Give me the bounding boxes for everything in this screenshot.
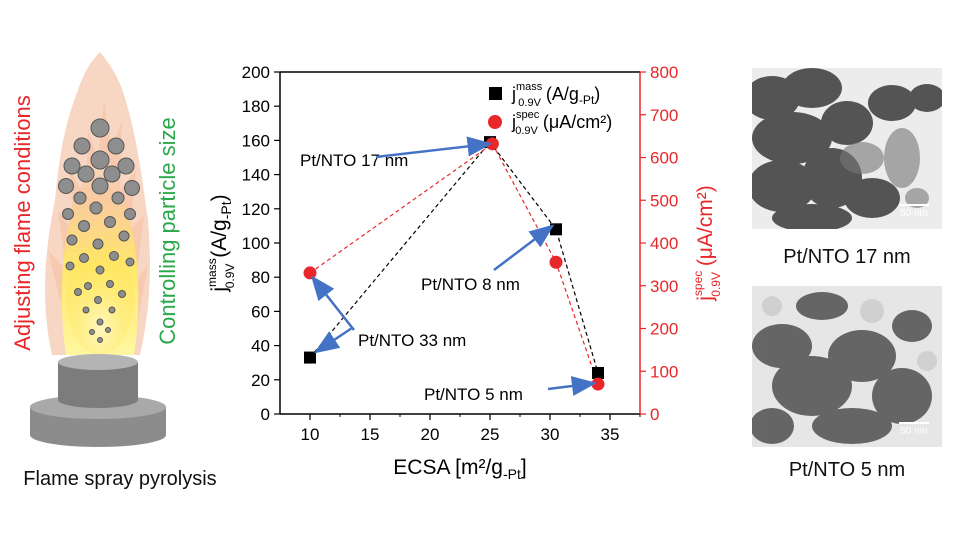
y-left-tick-label: 80 xyxy=(251,268,270,287)
y-left-tick-label: 140 xyxy=(242,166,270,185)
data-point-mass xyxy=(592,366,604,379)
annotation-arrow xyxy=(493,224,555,271)
x-tick-label: 25 xyxy=(481,425,500,444)
y-left-tick-label: 0 xyxy=(261,405,270,424)
y-right-tick-label: 400 xyxy=(650,234,678,253)
chart: 10 15 20 25 30 35 0 20 40 60 80 100 120 140 160 180 200 0… xyxy=(205,63,723,482)
annotation-label: Pt/NTO 8 nm xyxy=(421,275,520,294)
tem-caption-17nm: Pt/NTO 17 nm xyxy=(783,246,911,268)
scalebar-label: 50 nm xyxy=(900,426,928,437)
flame-illustration xyxy=(30,52,166,447)
series-line-spec xyxy=(309,142,599,385)
annotation-label: Pt/NTO 17 nm xyxy=(300,151,408,170)
particles xyxy=(58,118,140,343)
y-right-tick-label: 500 xyxy=(650,191,678,210)
y-right-tick-label: 300 xyxy=(650,277,678,296)
y-left-tick-label: 60 xyxy=(251,302,270,321)
x-axis-label: ECSA [m²/g-Pt] xyxy=(393,456,526,482)
y-right-tick-label: 200 xyxy=(650,320,678,339)
y-left-tick-label: 180 xyxy=(242,97,270,116)
annotation-arrow xyxy=(310,275,355,331)
tem-image-17nm: 50 nm xyxy=(752,68,942,229)
x-tick-label: 15 xyxy=(361,425,380,444)
y-right-tick-label: 700 xyxy=(650,106,678,125)
y-right-tick-label: 800 xyxy=(650,63,678,82)
scalebar-17nm: 50 nm xyxy=(896,204,932,219)
annotation-arrow xyxy=(375,136,493,159)
series-line-mass xyxy=(309,141,599,374)
tem-image-5nm: 50 nm xyxy=(752,286,942,447)
legend-marker-mass xyxy=(489,87,502,100)
scalebar-5nm: 50 nm xyxy=(896,422,932,437)
annotation-arrow xyxy=(547,376,597,396)
x-tick-label: 10 xyxy=(301,425,320,444)
x-tick-label: 20 xyxy=(421,425,440,444)
flame-left-label: Adjusting flame conditions xyxy=(10,95,35,351)
y-left-tick-label: 100 xyxy=(242,234,270,253)
legend-marker-spec xyxy=(488,115,502,129)
data-point-spec xyxy=(549,255,563,269)
flame-right-label: Controlling particle size xyxy=(155,117,180,345)
y-right-tick-label: 100 xyxy=(650,362,678,381)
burner xyxy=(30,354,166,447)
annotation-label: Pt/NTO 5 nm xyxy=(424,385,523,404)
y-right-tick-label: 0 xyxy=(650,405,659,424)
annotation-label: Pt/NTO 33 nm xyxy=(358,331,466,350)
annotation-arrow xyxy=(313,326,353,354)
y-right-tick-label: 600 xyxy=(650,149,678,168)
data-point-mass xyxy=(304,351,316,364)
legend: jmass 0.9V (A/g-Pt)jspec 0.9V (μA/cm²) xyxy=(488,81,612,137)
legend-label-spec: jspec 0.9V (μA/cm²) xyxy=(511,109,612,137)
y-left-tick-label: 20 xyxy=(251,371,270,390)
x-tick-label: 35 xyxy=(601,425,620,444)
tem-caption-5nm: Pt/NTO 5 nm xyxy=(788,459,906,481)
flame-caption: Flame spray pyrolysis xyxy=(23,468,217,490)
legend-label-mass: jmass 0.9V (A/g-Pt) xyxy=(511,81,600,109)
scalebar-label: 50 nm xyxy=(900,208,928,219)
y-axis-right-label: jspec 0.9V (μA/cm²) xyxy=(691,185,723,301)
y-left-tick-label: 120 xyxy=(242,200,270,219)
y-left-tick-label: 160 xyxy=(242,131,270,150)
y-axis-left-label: jmass 0.9V (A/g-Pt) xyxy=(205,194,237,292)
x-tick-label: 30 xyxy=(541,425,560,444)
y-left-tick-label: 40 xyxy=(251,337,270,356)
y-left-tick-label: 200 xyxy=(242,63,270,82)
data-point-spec xyxy=(303,266,317,280)
